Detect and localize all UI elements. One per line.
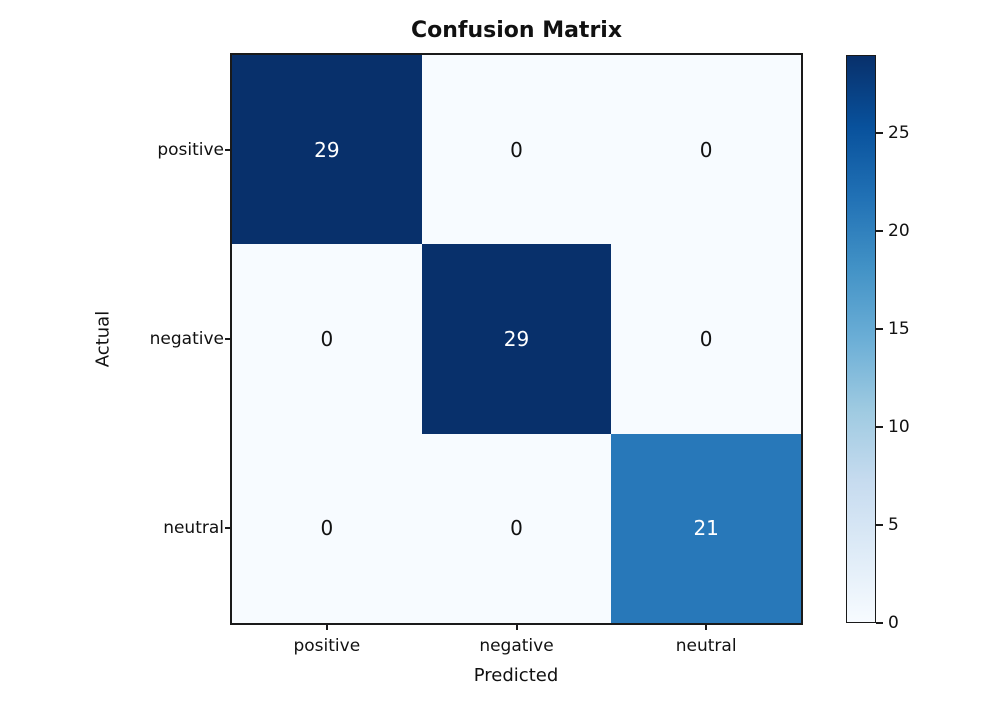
colorbar [846, 55, 876, 623]
cell-value: 0 [510, 516, 523, 541]
y-tick-mark [225, 527, 232, 530]
heatmap-cell: 0 [421, 55, 612, 245]
y-tick-label: positive [157, 139, 224, 160]
heatmap-cell: 0 [611, 55, 801, 245]
y-tick-label: neutral [163, 518, 224, 539]
cell-value: 29 [503, 326, 530, 351]
colorbar-tick-mark [876, 132, 883, 135]
x-tick-label: neutral [675, 636, 737, 656]
heatmap-cell: 0 [611, 244, 801, 434]
heatmap-cell: 21 [611, 433, 801, 623]
heatmap-cell: 29 [232, 55, 422, 245]
x-tick-label: negative [479, 636, 554, 656]
heatmap-cell: 0 [232, 433, 422, 623]
colorbar-tick-mark [876, 230, 883, 233]
colorbar-tick-label: 10 [888, 417, 910, 438]
heatmap-cell: 0 [232, 244, 422, 434]
colorbar-tick-label: 5 [888, 515, 899, 536]
y-tick-mark [225, 148, 232, 151]
cell-value: 21 [693, 516, 719, 541]
y-tick-label: negative [149, 329, 224, 349]
x-tick-mark [515, 623, 518, 630]
colorbar-tick-mark [876, 426, 883, 429]
x-tick-mark [705, 623, 708, 630]
colorbar-tick-label: 20 [888, 221, 910, 242]
y-axis-label: Actual [92, 310, 114, 368]
colorbar-tick-mark [876, 622, 883, 624]
x-tick-mark [325, 623, 328, 630]
heatmap-grid: 29 0 0 0 29 0 0 0 21 [230, 53, 803, 625]
heatmap-cell: 29 [421, 244, 612, 434]
colorbar-tick-mark [876, 524, 883, 527]
cell-value: 29 [314, 137, 340, 162]
colorbar-tick-label: 0 [888, 613, 899, 633]
cell-value: 0 [699, 326, 713, 351]
colorbar-tick-label: 25 [888, 123, 910, 144]
y-tick-mark [225, 338, 232, 340]
cell-value: 0 [510, 137, 523, 162]
colorbar-tick-label: 15 [888, 319, 910, 340]
cell-value: 0 [320, 326, 334, 351]
cell-value: 0 [699, 137, 713, 162]
chart-title: Confusion Matrix [410, 18, 623, 43]
heatmap-cell: 0 [421, 433, 612, 623]
x-tick-label: positive [293, 636, 361, 656]
x-axis-label: Predicted [473, 665, 559, 686]
colorbar-tick-mark [876, 328, 883, 331]
cell-value: 0 [320, 516, 334, 541]
